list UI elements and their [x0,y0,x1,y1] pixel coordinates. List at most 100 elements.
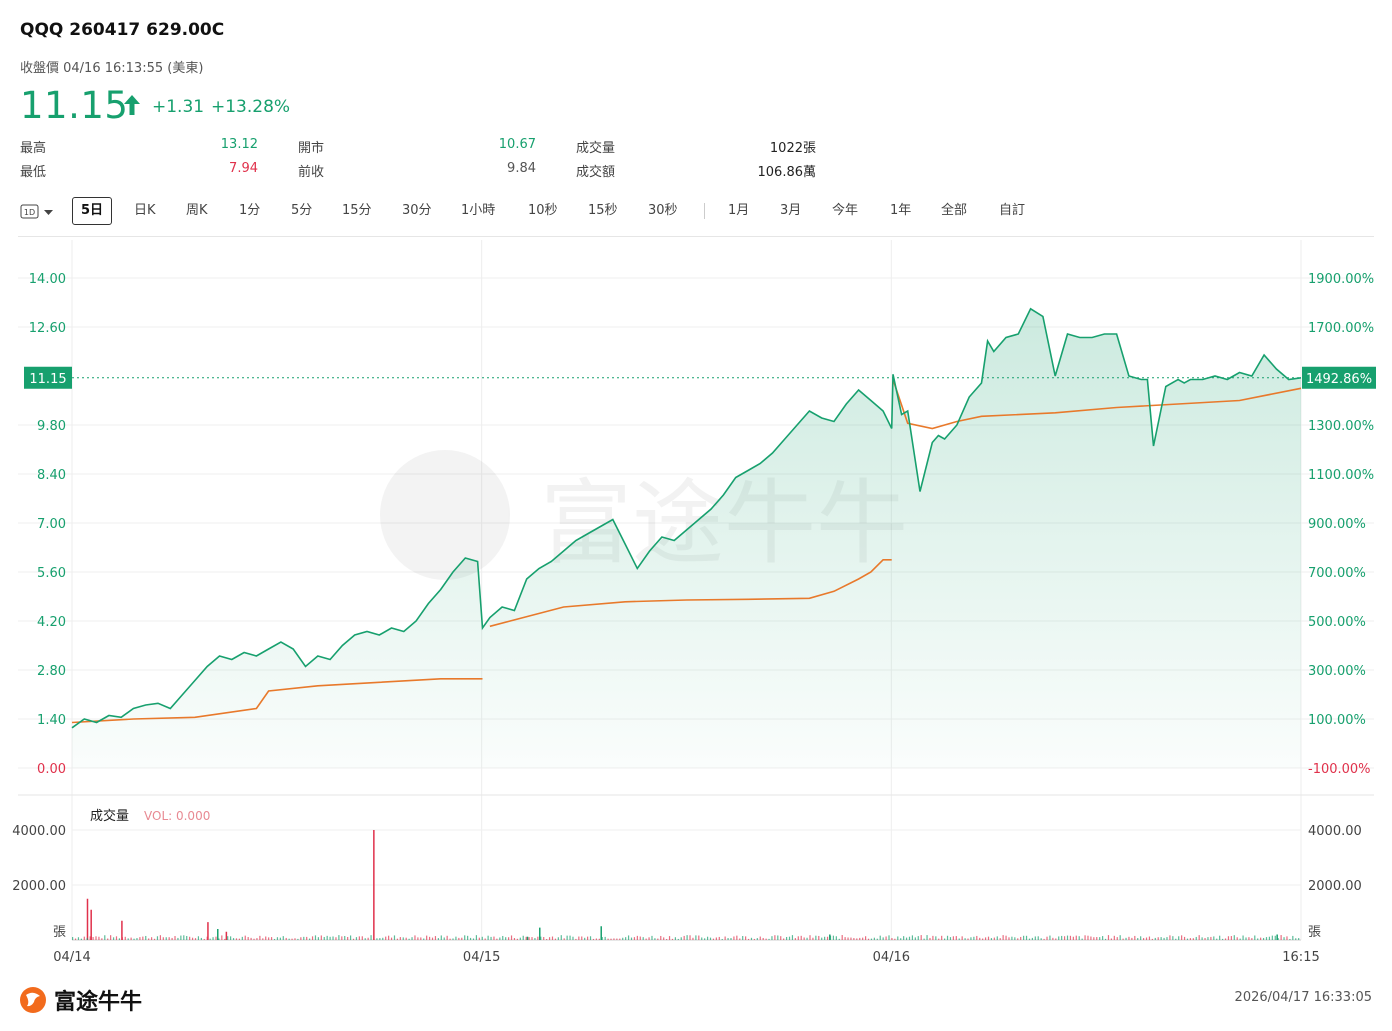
tab-10sec[interactable]: 10秒 [528,203,558,218]
tab-1hour[interactable]: 1小時 [461,203,496,218]
tab-ytd[interactable]: 今年 [832,203,859,218]
volume-bar [1145,937,1148,940]
chart-type-selector[interactable]: 1D [20,203,58,231]
tab-custom[interactable]: 自訂 [999,203,1026,218]
volume-bar [815,935,817,940]
volume-bar [859,937,861,940]
volume-bar [704,938,706,940]
volume-bar [358,936,360,940]
volume-bar [370,935,372,940]
volume-bar [999,938,1001,940]
right-tick-label: 1100.00% [1308,468,1374,483]
left-axis: 14.00 12.60 9.80 8.40 7.00 5.60 4.20 2.80 1.40 0.… [29,272,66,777]
volume-bar [701,937,703,940]
volume-bar [156,936,159,940]
volume-bar [352,938,355,940]
volume-bar [1286,936,1288,940]
low-value: 7.94 [229,161,258,176]
tab-1month[interactable]: 1月 [728,203,750,218]
volume-bar [107,938,109,940]
volume-bar [885,936,887,940]
volume-bar [235,938,238,940]
left-price-tag-label: 11.15 [29,372,66,387]
volume-bar [221,935,223,940]
volume-bar [768,938,770,940]
volume-bar [1236,937,1238,940]
volume-bar [80,938,82,940]
volume-bar [941,935,943,940]
tab-weekly[interactable]: 周K [186,203,208,218]
tab-1min[interactable]: 1分 [239,203,261,218]
volume-bar [133,938,135,940]
left-tick-label: 2.80 [37,664,66,679]
volume-bar [1271,935,1273,940]
volume-bar [225,931,228,940]
volume-bar [320,935,322,940]
tab-30sec[interactable]: 30秒 [648,203,678,218]
volume-bar [1069,935,1072,940]
volume-bar [695,935,697,940]
tab-3month[interactable]: 3月 [780,203,802,218]
tab-daily[interactable]: 日K [134,203,156,218]
volume-bar [499,937,501,940]
tab-15sec[interactable]: 15秒 [588,203,618,218]
volume-bar [1298,938,1300,940]
volume-bar [1257,938,1259,940]
volume-bar [613,938,615,940]
volume-bar [730,938,732,940]
volume-bar [341,936,343,940]
volume-bar [1160,937,1162,940]
current-price-tags: 11.15 1492.86% [24,366,1376,389]
volume-bar [835,936,837,940]
tab-all[interactable]: 全部 [941,203,968,218]
volume-bar [1221,938,1224,940]
volume-bar [130,937,132,940]
volume-bar [101,938,103,940]
volume-bar [1040,938,1042,940]
volume-bar [625,937,627,940]
low-label: 最低 [20,165,47,180]
volume-bar [970,937,972,940]
volume-bar [1157,937,1159,940]
tab-1year[interactable]: 1年 [890,203,912,218]
volume-bar [159,935,161,940]
volume-bar [1289,938,1291,940]
volume-bar [560,935,562,940]
tab-30min[interactable]: 30分 [402,203,432,218]
volume-bar [627,935,630,940]
volume-bar [1213,936,1215,940]
price-change: +1.31 [152,97,205,117]
volume-bar [797,936,799,940]
tab-15min[interactable]: 15分 [342,203,372,218]
high-value: 13.12 [220,137,258,152]
tab-5min[interactable]: 5分 [291,203,313,218]
volume-bar [1292,935,1294,940]
volume-bar [1128,936,1130,940]
volume-bar [247,937,249,940]
prev-close-value: 9.84 [507,161,536,176]
volume-bar [610,938,612,940]
volume-bar [1028,938,1031,940]
volume-bar [206,936,208,940]
volume-bar [326,935,328,940]
volume-bar [1137,938,1139,940]
volume-bar [1210,936,1212,940]
tab-5d[interactable]: 5日 [72,197,113,225]
left-tick-label: 14.00 [29,272,66,287]
price-chart[interactable]: 富途牛牛 14.0012.609.808.407.005.604.202.801… [0,240,1392,975]
volume-bar [1031,937,1033,940]
volume-bar [718,936,720,940]
volume-bar [364,938,366,940]
volume-bar [361,936,363,940]
right-tick-label: 1300.00% [1308,419,1374,434]
volume-left-tick: 2000.00 [12,879,66,894]
volume-bar [739,938,741,940]
volume-bar [1189,938,1192,940]
volume-bar [1260,937,1262,940]
volume-bar [753,938,756,940]
volume-bar [467,935,469,940]
volume-bar [788,936,791,940]
price-change-percent: +13.28% [211,97,291,117]
volume-bar [516,938,518,940]
volume-bar [1265,937,1268,940]
